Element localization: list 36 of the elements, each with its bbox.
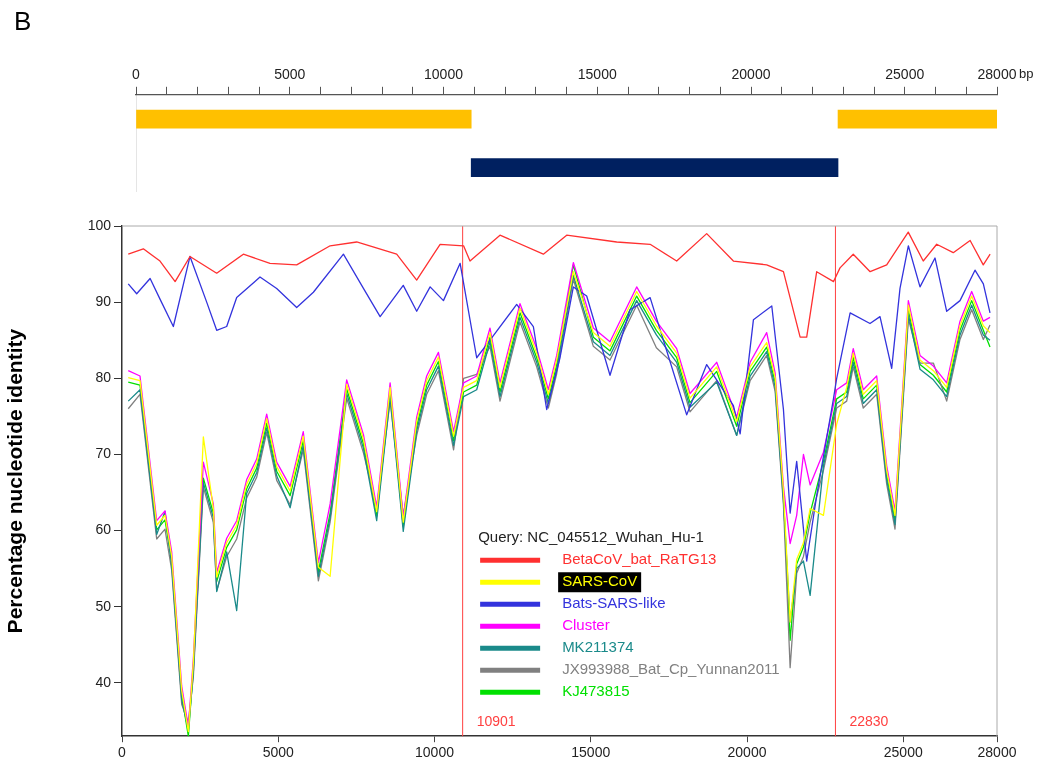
x-tick-label: 20000 [731, 66, 771, 83]
legend-label: MK211374 [562, 638, 634, 656]
bar [837, 109, 997, 129]
legend-label: Cluster [562, 616, 610, 634]
legend-label: Bats-SARS-like [562, 594, 666, 612]
ref-line-label: 10901 [476, 713, 516, 730]
y-tick-label: 100 [87, 216, 112, 233]
x-tick-label: 20000 [727, 744, 767, 761]
y-axis-title: Percentage nucleotide identity [3, 328, 27, 634]
y-tick-label: 70 [95, 445, 112, 462]
legend-label: KJ473815 [562, 682, 630, 700]
x-tick-label: 15000 [571, 744, 611, 761]
legend-label: BetaCoV_bat_RaTG13 [562, 550, 717, 568]
x-tick-label: 10000 [415, 744, 455, 761]
x-tick-label: 25000 [885, 66, 925, 83]
x-tick-label: 28000 [977, 744, 1017, 761]
x-tick-label: 5000 [274, 66, 306, 83]
y-tick-label: 40 [95, 673, 112, 690]
x-tick-label: 0 [132, 66, 141, 83]
y-tick-label: 60 [95, 521, 112, 538]
x-tick-label: 15000 [577, 66, 617, 83]
legend-label: JX993988_Bat_Cp_Yunnan2011 [562, 660, 780, 678]
ref-line-label: 22830 [849, 713, 889, 730]
x-axis-title: bp [1019, 65, 1034, 81]
legend-label: SARS-CoV [562, 572, 638, 590]
legend-title: Query: NC_045512_Wuhan_Hu-1 [478, 528, 704, 546]
x-tick-label: 10000 [424, 66, 464, 83]
y-tick-label: 90 [95, 293, 112, 310]
x-tick-label: 28000 [977, 66, 1017, 83]
x-tick-label: 25000 [883, 744, 923, 761]
x-tick-label: 0 [118, 744, 127, 761]
bar [470, 158, 839, 177]
y-tick-label: 50 [95, 597, 112, 614]
x-tick-label: 5000 [262, 744, 295, 761]
y-tick-label: 80 [95, 369, 112, 386]
text: B [14, 6, 32, 37]
